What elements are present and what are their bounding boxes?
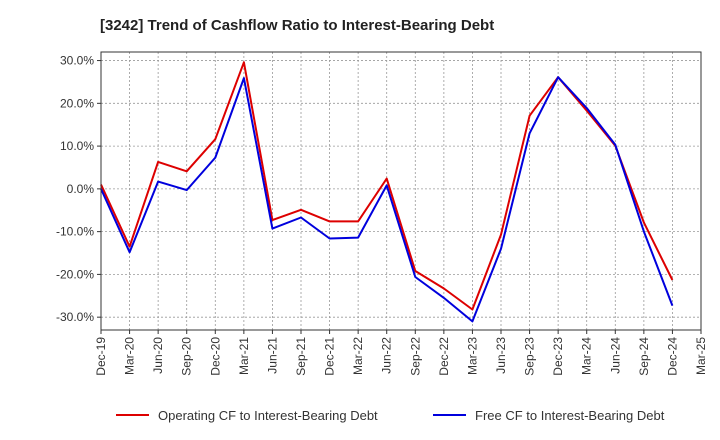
y-axis-ticks: 30.0% 20.0% 10.0% 0.0% -10.0% -20.0% -30.0% bbox=[56, 54, 101, 324]
x-tick-label: Sep-22 bbox=[408, 337, 422, 376]
x-tick-label: Mar-20 bbox=[123, 337, 137, 375]
series-line-1 bbox=[100, 61, 674, 311]
x-tick-label: Dec-19 bbox=[94, 337, 108, 376]
series-line-2 bbox=[100, 76, 674, 323]
legend-label-1: Operating CF to Interest-Bearing Debt bbox=[158, 408, 378, 423]
x-tick-label: Mar-22 bbox=[351, 337, 365, 375]
x-tick-label: Mar-24 bbox=[580, 337, 594, 375]
y-tick-label: 10.0% bbox=[60, 139, 94, 153]
x-tick-label: Jun-23 bbox=[494, 337, 508, 374]
x-tick-label: Dec-22 bbox=[437, 337, 451, 376]
x-tick-label: Dec-20 bbox=[208, 337, 222, 376]
x-tick-label: Mar-21 bbox=[237, 337, 251, 375]
x-tick-label: Jun-20 bbox=[151, 337, 165, 374]
x-axis-ticks: Dec-19 Mar-20 Jun-20 Sep-20 Dec-20 Mar-21 Jun-… bbox=[94, 330, 708, 376]
x-tick-label: Sep-20 bbox=[180, 337, 194, 376]
x-tick-label: Sep-23 bbox=[523, 337, 537, 376]
x-tick-label: Dec-21 bbox=[323, 337, 337, 376]
x-tick-label: Mar-23 bbox=[465, 337, 479, 375]
legend-label-2: Free CF to Interest-Bearing Debt bbox=[475, 408, 665, 423]
x-tick-label: Mar-25 bbox=[694, 337, 708, 375]
y-tick-label: 0.0% bbox=[67, 182, 95, 196]
series-lines bbox=[100, 61, 674, 323]
x-tick-label: Jun-22 bbox=[380, 337, 394, 374]
y-tick-label: -30.0% bbox=[56, 310, 94, 324]
y-tick-label: -20.0% bbox=[56, 267, 94, 281]
legend: Operating CF to Interest-Bearing Debt Fre… bbox=[116, 408, 665, 423]
x-tick-label: Sep-21 bbox=[294, 337, 308, 376]
x-tick-label: Dec-23 bbox=[551, 337, 565, 376]
y-tick-label: 20.0% bbox=[60, 96, 94, 110]
plot-frame bbox=[100, 51, 702, 331]
x-tick-label: Jun-24 bbox=[608, 337, 622, 374]
x-tick-label: Jun-21 bbox=[265, 337, 279, 374]
y-tick-label: 30.0% bbox=[60, 54, 94, 68]
y-tick-label: -10.0% bbox=[56, 225, 94, 239]
chart-title: [3242] Trend of Cashflow Ratio to Intere… bbox=[100, 17, 494, 34]
x-tick-label: Sep-24 bbox=[637, 337, 651, 376]
grid bbox=[100, 52, 702, 330]
x-tick-label: Dec-24 bbox=[665, 337, 679, 376]
